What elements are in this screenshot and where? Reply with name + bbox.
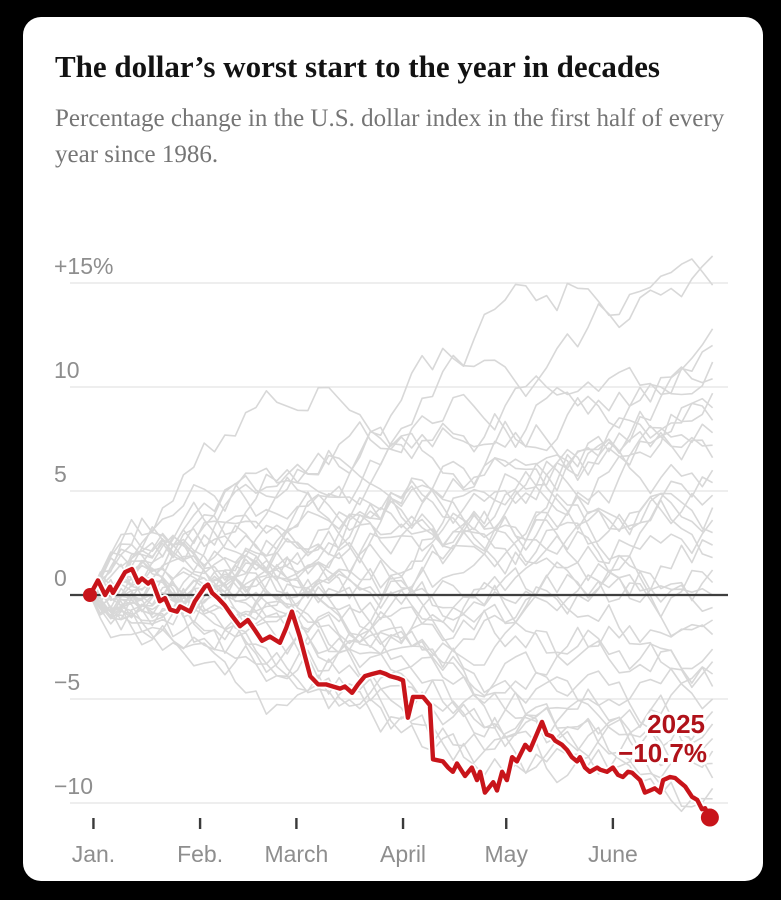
x-axis-label: Jan. [72, 841, 115, 867]
chart-title: The dollar’s worst start to the year in … [55, 49, 660, 84]
annotation-value-label: −10.7% [618, 738, 707, 768]
x-axis-label: Feb. [177, 841, 223, 867]
background-year-line [89, 499, 713, 640]
chart-plot-area: +15% 10 5 0 −5 −10 Jan. Feb. March April May June [54, 253, 728, 867]
background-year-line [89, 402, 714, 596]
x-axis-label: March [264, 841, 328, 867]
x-axis-label: May [485, 841, 529, 867]
background-year-line [89, 563, 714, 808]
background-year-line [89, 538, 714, 741]
background-year-line [89, 574, 714, 710]
highlight-line-2025 [87, 566, 713, 820]
x-axis-label: June [588, 841, 638, 867]
background-year-line [89, 366, 713, 596]
background-year-line [89, 492, 714, 608]
background-year-line [89, 438, 714, 597]
background-year-line [89, 549, 714, 769]
y-axis-label: 10 [54, 357, 80, 383]
x-axis-label: April [380, 841, 426, 867]
series-start-dot [83, 588, 97, 602]
series-annotation: 2025 −10.7% [615, 706, 710, 771]
y-axis-label: −5 [54, 669, 80, 695]
annotation-year-label: 2025 [647, 709, 705, 739]
background-year-line [89, 482, 714, 602]
chart-card: The dollar’s worst start to the year in … [23, 17, 763, 881]
background-year-line [89, 584, 713, 784]
background-year-line [89, 575, 714, 764]
background-year-line [89, 361, 714, 603]
background-year-line [89, 426, 713, 596]
y-axis-label: 0 [54, 565, 67, 591]
background-year-line [89, 561, 714, 678]
y-axis-label: 5 [54, 461, 67, 487]
background-year-line [89, 564, 714, 764]
chart-subtitle: Percentage change in the U.S. dollar ind… [55, 105, 725, 168]
y-axis-label: −10 [54, 773, 93, 799]
background-year-line [89, 344, 714, 596]
series-end-dot [700, 808, 719, 827]
background-year-line [89, 594, 714, 682]
background-year-line [89, 594, 714, 739]
y-axis-label: +15% [54, 253, 113, 279]
